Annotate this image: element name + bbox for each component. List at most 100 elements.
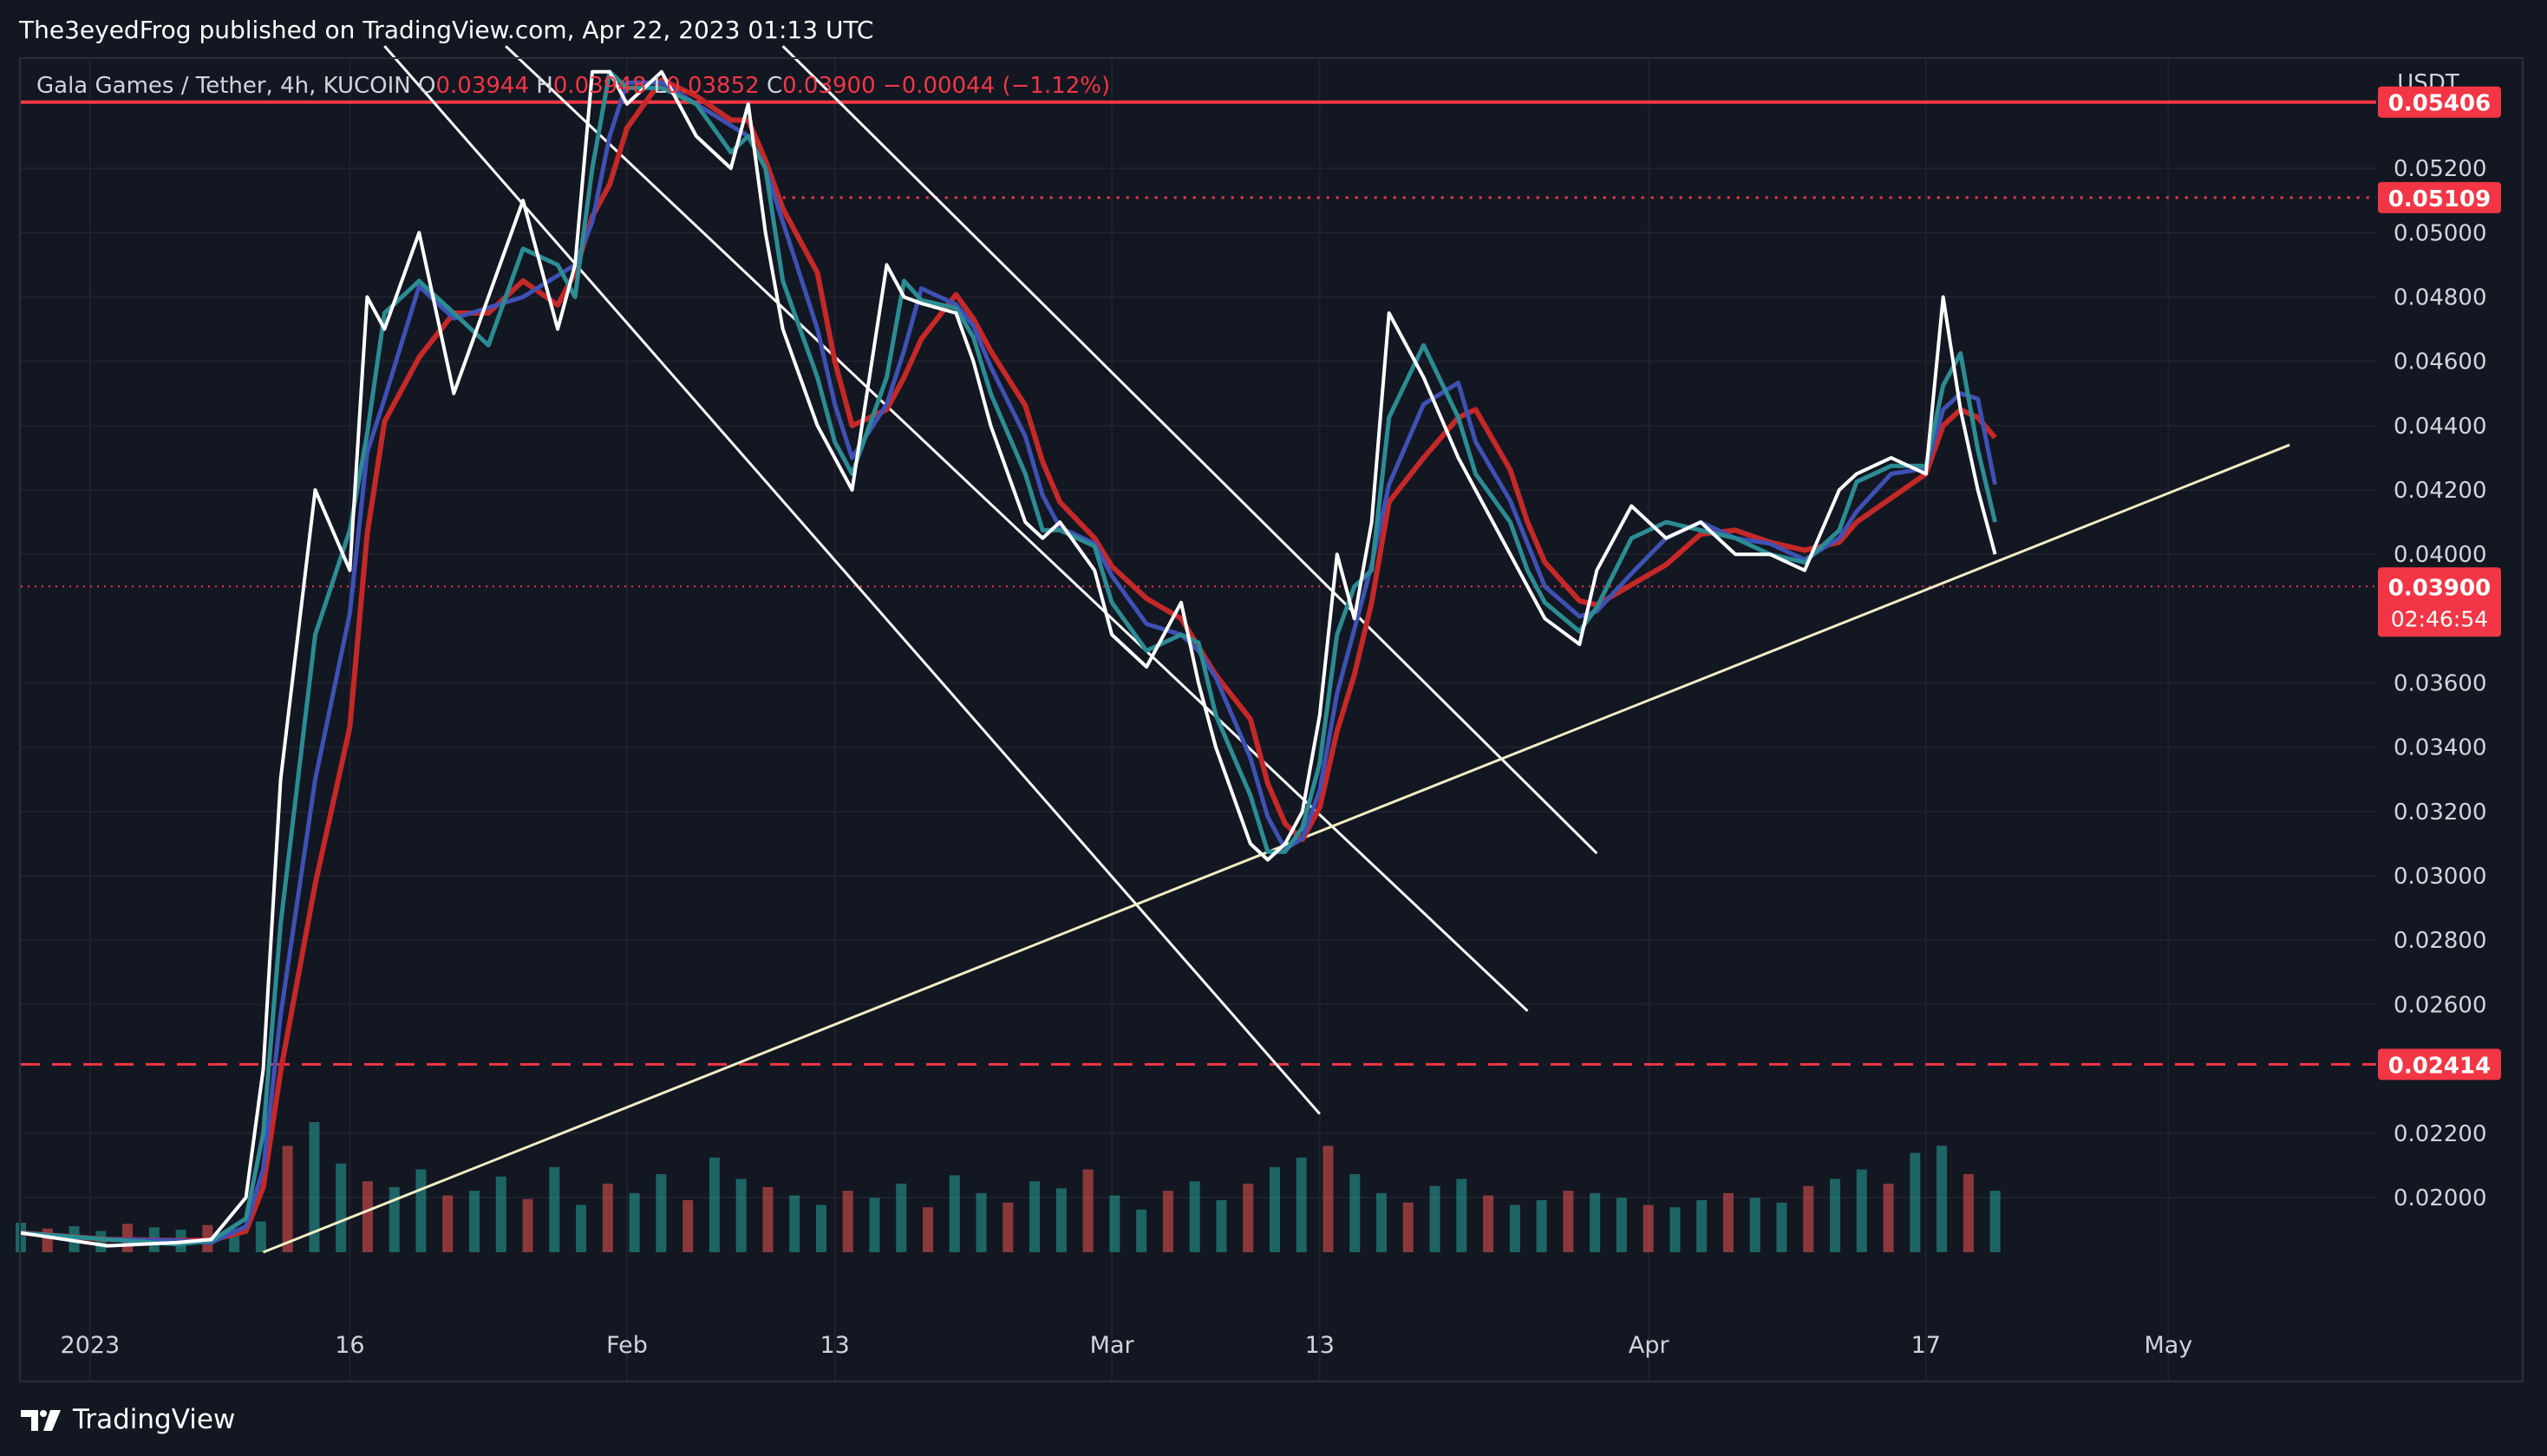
trend-line [263, 443, 2290, 1254]
symbol-legend: Gala Games / Tether, 4h, KUCOIN O0.03944… [36, 73, 1110, 99]
volume-bar [842, 1191, 853, 1252]
volume-bar [1002, 1202, 1014, 1252]
price-series [20, 69, 1998, 1248]
volume-bar [336, 1163, 347, 1252]
volume-bar [1082, 1169, 1094, 1252]
price-tick-label: 0.03200 [2394, 800, 2487, 826]
volume-bar [709, 1157, 720, 1252]
current-price-label: 0.03900 [2388, 575, 2491, 601]
volume-bar [949, 1175, 960, 1252]
volume-bar [1456, 1179, 1467, 1252]
time-tick-label: 17 [1911, 1332, 1941, 1359]
volume-bar [442, 1195, 454, 1252]
volume-bar [362, 1181, 373, 1252]
volume-bar [495, 1176, 506, 1252]
volume-bar [1162, 1191, 1173, 1252]
volume-bar [1243, 1183, 1254, 1252]
time-tick-label: Apr [1629, 1332, 1670, 1359]
volume-bars [16, 1122, 2001, 1252]
volume-bar [576, 1205, 587, 1252]
tradingview-logo-icon [21, 1410, 61, 1431]
volume-bar [1536, 1200, 1547, 1252]
time-tick-label: 13 [1305, 1332, 1335, 1359]
volume-bar [1856, 1169, 1867, 1252]
price-level-badge-label: 0.02414 [2388, 1053, 2491, 1079]
close-value: 0.03900 [782, 73, 876, 99]
brand-name: TradingView [73, 1404, 236, 1435]
open-value: 0.03944 [435, 73, 530, 99]
volume-bar [1590, 1192, 1601, 1252]
time-tick-label: Feb [606, 1332, 648, 1359]
high-value: 0.03948 [552, 73, 647, 99]
volume-bar [682, 1200, 694, 1252]
price-level-badge-label: 0.05406 [2388, 91, 2491, 117]
volume-bar [1910, 1152, 1921, 1252]
volume-bar [469, 1191, 480, 1252]
volume-bar [1669, 1207, 1681, 1252]
open-label: O [418, 73, 436, 99]
price-tick-label: 0.02000 [2394, 1185, 2487, 1211]
volume-bar [1696, 1200, 1708, 1252]
volume-bar [602, 1183, 613, 1252]
price-level-badge-label: 0.05109 [2388, 186, 2491, 212]
time-tick-label: Mar [1090, 1332, 1135, 1359]
volume-bar [16, 1222, 26, 1252]
volume-bar [1830, 1179, 1841, 1252]
close-label: C [766, 73, 783, 99]
price-tick-label: 0.02800 [2394, 928, 2487, 954]
volume-bar [762, 1187, 774, 1252]
price-tick-label: 0.04000 [2394, 542, 2487, 568]
volume-bar [815, 1205, 826, 1252]
time-axis: 2023 16 Feb 13 Mar 13 Apr 17 May [61, 1332, 2193, 1359]
volume-bar [896, 1183, 907, 1252]
volume-bar [976, 1192, 987, 1252]
volume-bar [1322, 1146, 1334, 1252]
time-tick-label: 13 [820, 1332, 849, 1359]
volume-bar [522, 1198, 533, 1252]
price-tick-label: 0.04600 [2394, 349, 2487, 375]
tradingview-brand[interactable]: TradingView [19, 1398, 235, 1441]
chart-pane[interactable] [19, 57, 2524, 1382]
price-tick-label: 0.03000 [2394, 864, 2487, 890]
price-tick-label: 0.02200 [2394, 1121, 2487, 1147]
price-tick-label: 0.03400 [2394, 735, 2487, 761]
channel-line [383, 45, 1321, 1115]
change-value: −0.00044 (−1.12%) [882, 73, 1111, 99]
volume-bar [1136, 1209, 1147, 1252]
price-level-badge [2378, 86, 2501, 118]
low-label: L [653, 73, 667, 99]
drawings [21, 45, 2376, 1254]
volume-bar [549, 1166, 560, 1252]
volume-bar [1749, 1198, 1760, 1252]
volume-bar [1563, 1191, 1574, 1252]
volume-bar [309, 1122, 320, 1252]
volume-bar [1776, 1202, 1787, 1252]
moving-average-line [20, 80, 1998, 1245]
price-tick-label: 0.03600 [2394, 671, 2487, 697]
volume-bar [1216, 1200, 1227, 1252]
volume-bar [1962, 1174, 1974, 1252]
footer [0, 1384, 2547, 1456]
channel-line [781, 45, 1598, 855]
channel-line [505, 45, 1529, 1012]
volume-bar [1189, 1181, 1200, 1252]
high-label: H [536, 73, 553, 99]
volume-bar [389, 1187, 400, 1252]
price-tick-label: 0.04200 [2394, 478, 2487, 504]
volume-bar [656, 1174, 667, 1252]
volume-bar [1402, 1202, 1414, 1252]
volume-bar [1616, 1198, 1627, 1252]
volume-bar [1883, 1183, 1894, 1252]
volume-bar [1429, 1185, 1440, 1252]
low-value: 0.03852 [666, 73, 760, 99]
volume-bar [1722, 1192, 1734, 1252]
volume-bar [255, 1221, 266, 1252]
top-bar: The3eyedFrog published on TradingView.co… [0, 0, 2547, 57]
time-tick-label: 16 [335, 1332, 364, 1359]
volume-bar [923, 1207, 934, 1252]
volume-bar [1109, 1195, 1120, 1252]
volume-bar [1349, 1174, 1361, 1252]
price-tick-label: 0.04400 [2394, 414, 2487, 440]
volume-bar [1989, 1191, 2001, 1252]
